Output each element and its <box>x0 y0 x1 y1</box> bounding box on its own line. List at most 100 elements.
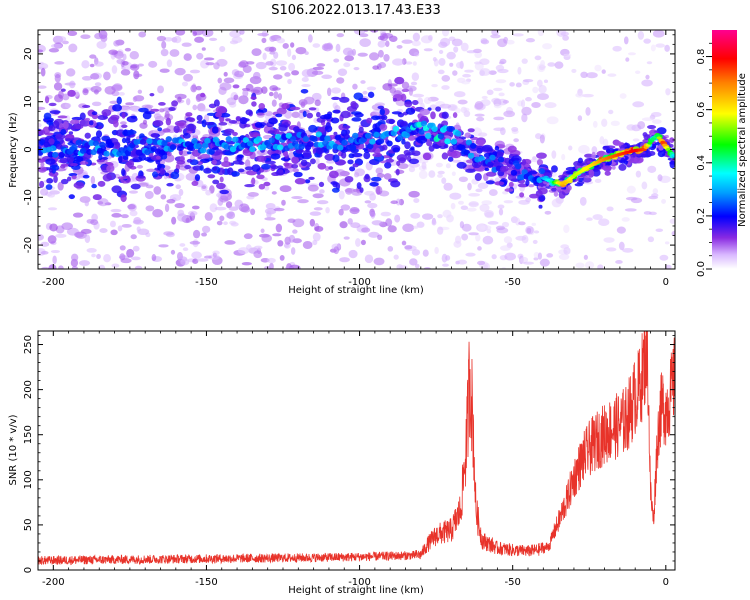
heatmap-ridge-cell <box>469 142 477 149</box>
heatmap-cell <box>47 192 56 198</box>
heatmap-cell <box>129 210 138 217</box>
heatmap-cell <box>396 160 401 167</box>
heatmap-cell <box>418 170 428 180</box>
heatmap-cell <box>447 156 454 162</box>
heatmap-cell <box>454 107 461 114</box>
heatmap-cell <box>128 190 139 194</box>
heatmap-cell <box>439 103 452 109</box>
heatmap-cell <box>282 151 288 157</box>
snr-x-label: Height of straight line (km) <box>288 585 424 596</box>
heatmap-cell <box>408 158 420 165</box>
heatmap-cell <box>498 92 505 97</box>
heatmap-cell <box>68 131 74 135</box>
heatmap-cell <box>652 30 665 38</box>
heatmap-cell <box>556 189 567 193</box>
heatmap-cell <box>475 139 486 146</box>
heatmap-cell <box>84 117 91 121</box>
heatmap-cell <box>355 238 361 247</box>
heatmap-cell <box>417 97 424 105</box>
snr-panel: -200 -150 -100 -50 0 0 50 100 150 200 250 Height o… <box>8 330 676 596</box>
heatmap-cell <box>48 125 56 132</box>
heatmap-cell <box>362 90 368 95</box>
heatmap-cell <box>292 229 298 234</box>
heatmap-cell <box>261 37 267 44</box>
heatmap-cell <box>601 118 608 128</box>
heatmap-ridge-cell <box>349 144 357 151</box>
heatmap-cell <box>645 74 650 80</box>
heatmap-ridge-cell <box>364 132 372 139</box>
heatmap-cell <box>223 128 235 134</box>
heatmap-cell <box>59 157 69 164</box>
heatmap-cell <box>377 40 386 48</box>
heatmap-cell <box>164 111 170 119</box>
heatmap-cell <box>200 59 210 69</box>
heatmap-cell <box>276 107 287 115</box>
heatmap-cell <box>272 87 281 91</box>
heatmap-cell <box>478 132 488 137</box>
heatmap-cell <box>401 240 407 246</box>
heatmap-ridge-cell <box>247 140 254 147</box>
heatmap-cell <box>256 112 265 116</box>
heatmap-cell <box>81 75 93 81</box>
heatmap-ridge-cell <box>502 165 509 172</box>
heatmap-cell <box>213 99 220 107</box>
heatmap-cell <box>330 117 340 124</box>
heatmap-ridge-cell <box>347 137 355 144</box>
heatmap-cell <box>203 167 212 174</box>
heatmap-cell <box>350 222 361 229</box>
heatmap-cell <box>521 99 526 109</box>
heatmap-cell <box>333 246 340 255</box>
heatmap-cell <box>247 192 259 197</box>
heatmap-cell <box>404 100 413 108</box>
heatmap-cell <box>467 128 475 133</box>
heatmap-cell <box>117 225 123 232</box>
heatmap-cell <box>613 140 622 146</box>
heatmap-cell <box>90 85 102 93</box>
colorbar-tick-label: 0.8 <box>696 49 707 65</box>
heatmap-cell <box>413 51 420 57</box>
heatmap-cell <box>287 48 292 57</box>
heatmap-cell <box>315 158 320 165</box>
heatmap-cell <box>109 100 119 104</box>
heatmap-cell <box>592 120 598 128</box>
heatmap-cell <box>404 61 413 65</box>
heatmap-cell <box>270 165 279 170</box>
heatmap-cell <box>405 107 416 115</box>
heatmap-cell <box>522 79 534 83</box>
heatmap-cell <box>130 183 141 190</box>
heatmap-cell <box>236 154 243 162</box>
heatmap-cell <box>643 211 652 215</box>
heatmap-ridge-cell <box>424 132 432 139</box>
heatmap-cell <box>88 120 94 126</box>
heatmap-cell <box>228 211 235 216</box>
heatmap-cell <box>279 66 287 71</box>
heatmap-cell <box>411 40 421 47</box>
heatmap-cell <box>462 73 471 78</box>
heatmap-cell <box>414 263 420 269</box>
heatmap-cell <box>219 195 229 203</box>
heatmap-cell <box>393 254 399 260</box>
heatmap-cell <box>582 177 592 183</box>
heatmap-cell <box>271 191 277 195</box>
heatmap-cell <box>423 96 432 104</box>
heatmap-cell <box>574 183 584 187</box>
heatmap-cell <box>381 144 388 151</box>
heatmap-cell <box>91 213 98 222</box>
heatmap-ridge-cell <box>268 137 275 144</box>
heatmap-cell <box>436 226 444 235</box>
heatmap-cell <box>120 69 131 76</box>
heatmap-cell <box>664 241 670 245</box>
heatmap-cell <box>655 228 664 232</box>
heatmap-cell <box>364 190 375 196</box>
heatmap-cell <box>275 113 283 118</box>
heatmap-cell <box>525 97 532 102</box>
heatmap-cell <box>255 61 267 70</box>
heatmap-cell <box>195 85 202 91</box>
x-tick-label: -150 <box>195 577 218 588</box>
heatmap-cell <box>438 49 444 55</box>
heatmap-cell <box>84 132 91 139</box>
heatmap-cell <box>106 164 115 173</box>
heatmap-cell <box>48 138 55 145</box>
heatmap-cell <box>546 253 554 258</box>
heatmap-cell <box>421 161 427 170</box>
